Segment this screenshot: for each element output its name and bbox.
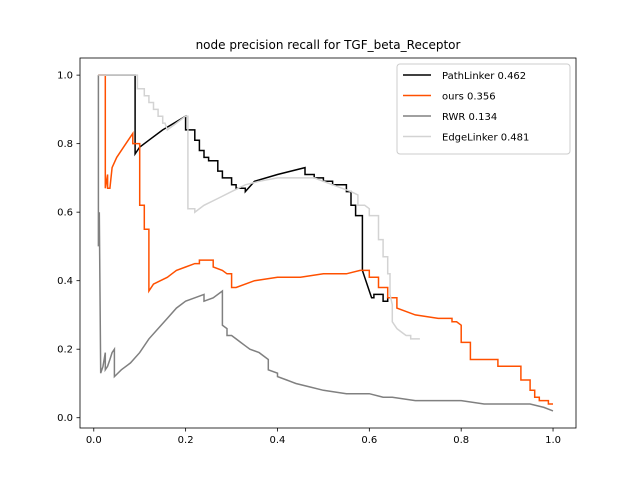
series-layer xyxy=(97,74,554,412)
x-tick-label-5: 1.0 xyxy=(545,435,561,446)
x-tick-label-0: 0.0 xyxy=(86,435,102,446)
legend-label-0: PathLinker 0.462 xyxy=(442,71,526,82)
x-tick-label-3: 0.6 xyxy=(361,435,377,446)
series-line-3 xyxy=(98,74,420,340)
plot-frame xyxy=(79,57,577,429)
y-tick-label-4: 0.8 xyxy=(57,139,73,150)
y-tick-label-2: 0.4 xyxy=(57,276,73,287)
y-tick-label-0: 0.0 xyxy=(57,413,73,424)
legend-box xyxy=(396,63,571,155)
y-tick-label-3: 0.6 xyxy=(57,208,73,219)
x-tick-label-2: 0.4 xyxy=(270,435,286,446)
axes-layer: 0.0 0.2 0.4 0.6 0.8 1.0 0.0 0.2 0.4 0.6 0.8 1.0 xyxy=(57,57,577,446)
chart-title: node precision recall for TGF_beta_Recep… xyxy=(196,38,461,52)
legend-label-3: EdgeLinker 0.481 xyxy=(442,133,529,144)
x-tick-label-4: 0.8 xyxy=(453,435,469,446)
series-line-0 xyxy=(98,74,393,302)
y-tick-label-1: 0.2 xyxy=(57,345,73,356)
y-tick-label-5: 1.0 xyxy=(57,71,73,82)
x-tick-label-1: 0.2 xyxy=(178,435,194,446)
legend-label-1: ours 0.356 xyxy=(442,92,496,103)
legend: PathLinker 0.462 ours 0.356 RWR 0.134 EdgeL… xyxy=(396,63,571,155)
series-line-1 xyxy=(98,74,553,405)
series-line-2 xyxy=(97,75,554,412)
legend-label-2: RWR 0.134 xyxy=(442,112,497,123)
